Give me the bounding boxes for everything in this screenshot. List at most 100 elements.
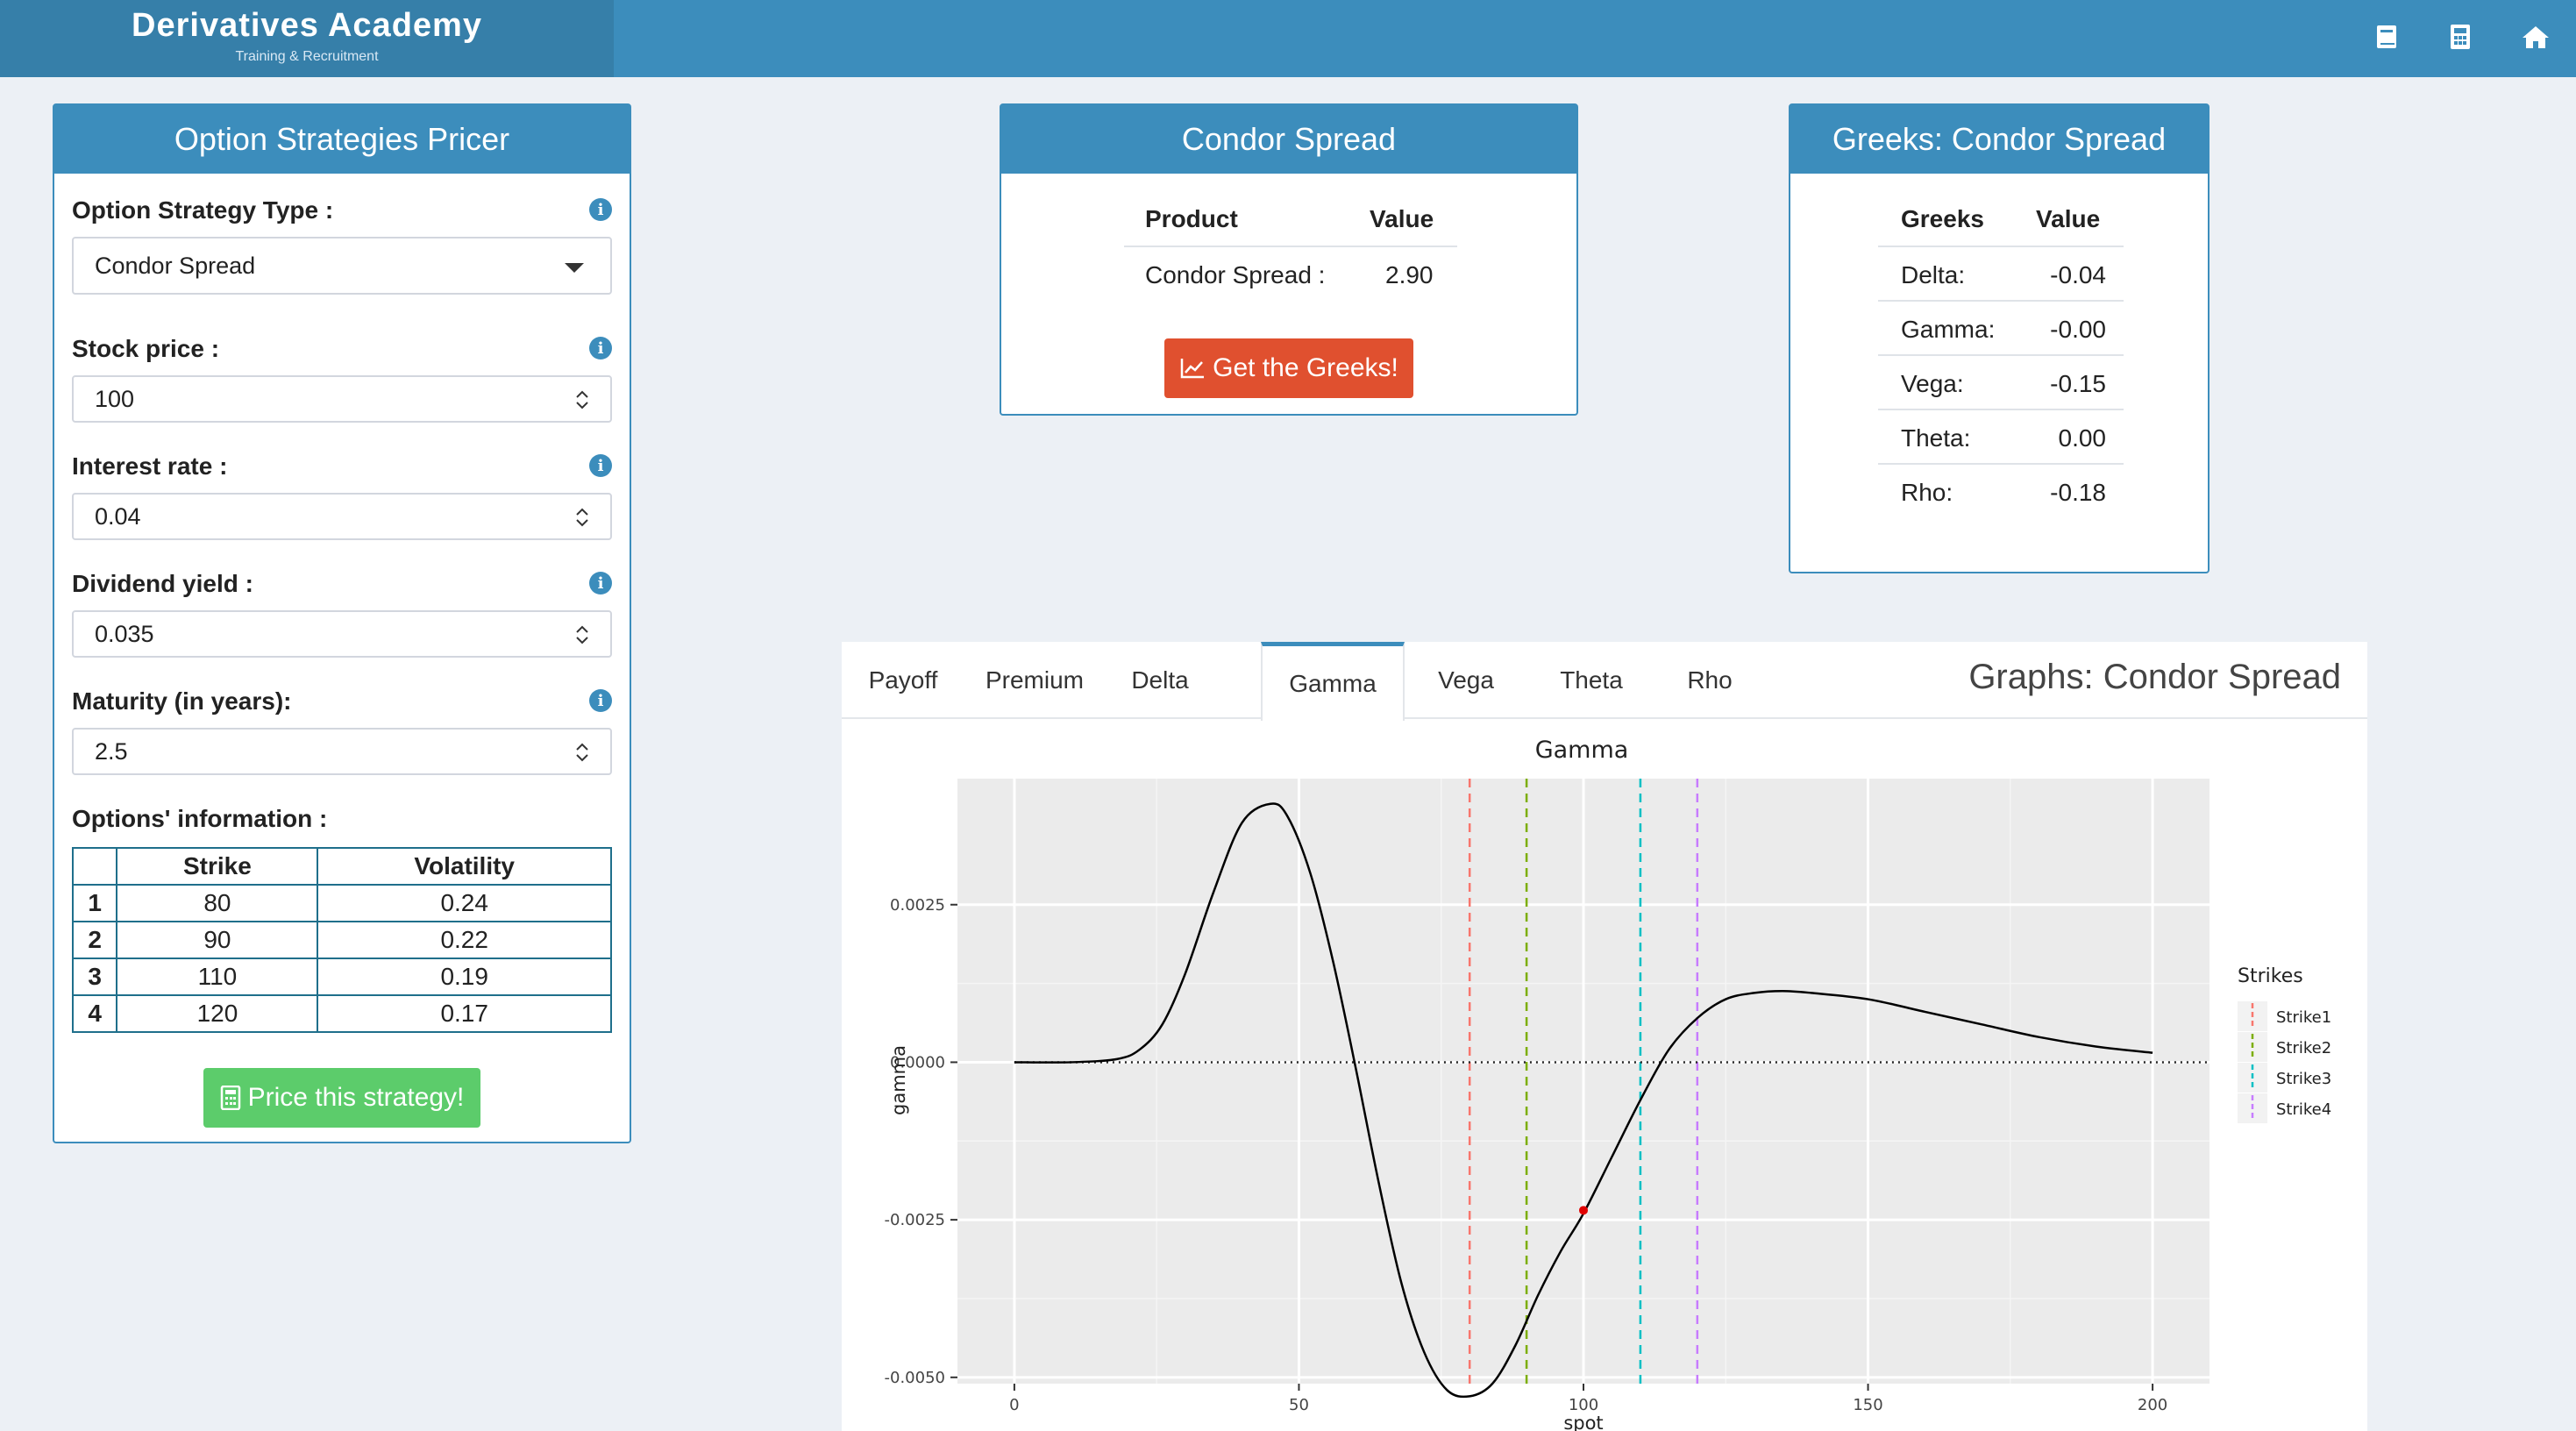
divider [1878,463,2124,465]
legend-entry: Strike1 [2276,1008,2331,1027]
home-icon[interactable] [2516,18,2555,56]
divider [1878,300,2124,302]
divider [1878,354,2124,356]
book-icon[interactable] [2367,18,2406,56]
table-header: Strike [116,847,319,886]
spinner-icon[interactable] [573,623,591,647]
divider [1878,409,2124,410]
x-tick-label: 0 [1009,1396,1019,1414]
interest-rate-value: 0.04 [95,502,141,530]
strategy-type-value: Condor Spread [95,252,256,279]
volatility-cell[interactable]: 0.22 [317,921,612,959]
condor-title: Condor Spread [1001,105,1576,174]
tab-gamma[interactable]: Gamma [1261,642,1405,721]
value-header: Value [2036,205,2101,232]
condor-spread-panel: Condor Spread Product Value Condor Sprea… [1000,103,1578,416]
strike-cell[interactable]: 90 [116,921,319,959]
product-header: Product [1145,205,1238,232]
axes: 0 50 100 150 200 -0.0050 -0.0025 0.0000 0.0025 [885,896,2168,1414]
x-tick-label: 100 [1569,1396,1598,1414]
divider [1878,246,2124,247]
dividend-yield-input[interactable]: 0.035 [72,610,612,658]
volatility-cell[interactable]: 0.24 [317,884,612,922]
stock-price-input[interactable]: 100 [72,375,612,423]
price-strategy-label: Price this strategy! [247,1083,465,1112]
calculator-icon [220,1086,240,1110]
table-header [71,847,118,886]
greek-name: Vega: [1901,370,1964,397]
gamma-series-line [1014,802,2153,1399]
greeks-panel: Greeks: Condor Spread Greeks Value Delta… [1789,103,2210,573]
table-row: 1 80 0.24 [71,884,612,922]
greek-name: Rho: [1901,479,1953,506]
tab-theta[interactable]: Theta [1560,666,1623,694]
pricer-title: Option Strategies Pricer [54,105,630,174]
y-tick-label: 0.0025 [890,896,945,915]
greek-name: Gamma: [1901,316,1996,343]
strike-cell[interactable]: 80 [116,884,319,922]
table-header: Volatility [317,847,612,886]
tab-payoff[interactable]: Payoff [868,666,938,694]
tab-delta[interactable]: Delta [1131,666,1189,694]
greek-value: -0.00 [2050,316,2106,343]
volatility-cell[interactable]: 0.17 [317,994,612,1033]
stock-price-label: Stock price : [72,335,220,362]
gamma-chart: Gamma 0 50 100 150 200 -0.0050 -0.0025 0.0000 0.… [885,737,2332,1431]
row-number: 2 [71,921,118,959]
tab-rho[interactable]: Rho [1687,666,1733,694]
tab-premium[interactable]: Premium [985,666,1084,694]
volatility-cell[interactable]: 0.19 [317,958,612,996]
spinner-icon[interactable] [573,388,591,412]
y-axis-label: gamma [888,1045,909,1115]
chart-legend: Strikes Strike1 Strike2 Strike3 Strike4 [2238,965,2331,1123]
x-tick-label: 50 [1289,1396,1309,1414]
row-number: 4 [71,994,118,1033]
info-icon[interactable]: i [589,198,612,221]
product-value: 2.90 [1385,261,1434,288]
graph-tabs: Payoff Premium Delta Gamma Vega Theta Rh… [842,642,2367,721]
maturity-label: Maturity (in years): [72,687,292,715]
grid-lines [957,779,2210,1384]
caret-down-icon [565,263,584,273]
logo[interactable]: Derivatives Academy Training & Recruitme… [0,0,614,77]
info-icon[interactable]: i [589,689,612,712]
strike-cell[interactable]: 120 [116,994,319,1033]
legend-entry: Strike4 [2276,1100,2331,1119]
calculator-icon[interactable] [2441,18,2480,56]
x-tick-label: 150 [1853,1396,1882,1414]
strike-lines [1468,779,1699,1384]
brand-title: Derivatives Academy [132,7,482,44]
tab-vega[interactable]: Vega [1438,666,1494,694]
brand-subtitle: Training & Recruitment [235,49,379,64]
price-strategy-button[interactable]: Price this strategy! [203,1068,480,1128]
strike-cell[interactable]: 110 [116,958,319,996]
info-icon[interactable]: i [589,572,612,594]
spinner-icon[interactable] [573,740,591,765]
y-tick-label: -0.0025 [885,1211,945,1229]
get-greeks-label: Get the Greeks! [1213,353,1398,382]
row-number: 3 [71,958,118,996]
strategy-type-select[interactable]: Condor Spread [72,237,612,295]
graphs-title: Graphs: Condor Spread [1968,658,2341,696]
y-tick-label: -0.0050 [885,1369,945,1387]
info-icon[interactable]: i [589,454,612,477]
stock-price-value: 100 [95,385,135,412]
table-row: 2 90 0.22 [71,921,612,959]
table-row: 3 110 0.19 [71,958,612,996]
maturity-input[interactable]: 2.5 [72,728,612,775]
greek-value: 0.00 [2058,424,2107,452]
y-tick-label: 0.0000 [890,1053,945,1071]
greek-value: -0.04 [2050,261,2106,288]
dividend-yield-value: 0.035 [95,620,154,647]
interest-rate-input[interactable]: 0.04 [72,493,612,540]
info-icon[interactable]: i [589,337,612,360]
greek-value: -0.15 [2050,370,2106,397]
row-number: 1 [71,884,118,922]
product-name: Condor Spread : [1145,261,1326,288]
legend-title: Strikes [2238,965,2303,987]
get-greeks-button[interactable]: Get the Greeks! [1164,338,1413,398]
divider [1124,246,1457,247]
spinner-icon[interactable] [573,505,591,530]
legend-entry: Strike2 [2276,1039,2331,1057]
table-header-row: Strike Volatility [71,847,612,886]
